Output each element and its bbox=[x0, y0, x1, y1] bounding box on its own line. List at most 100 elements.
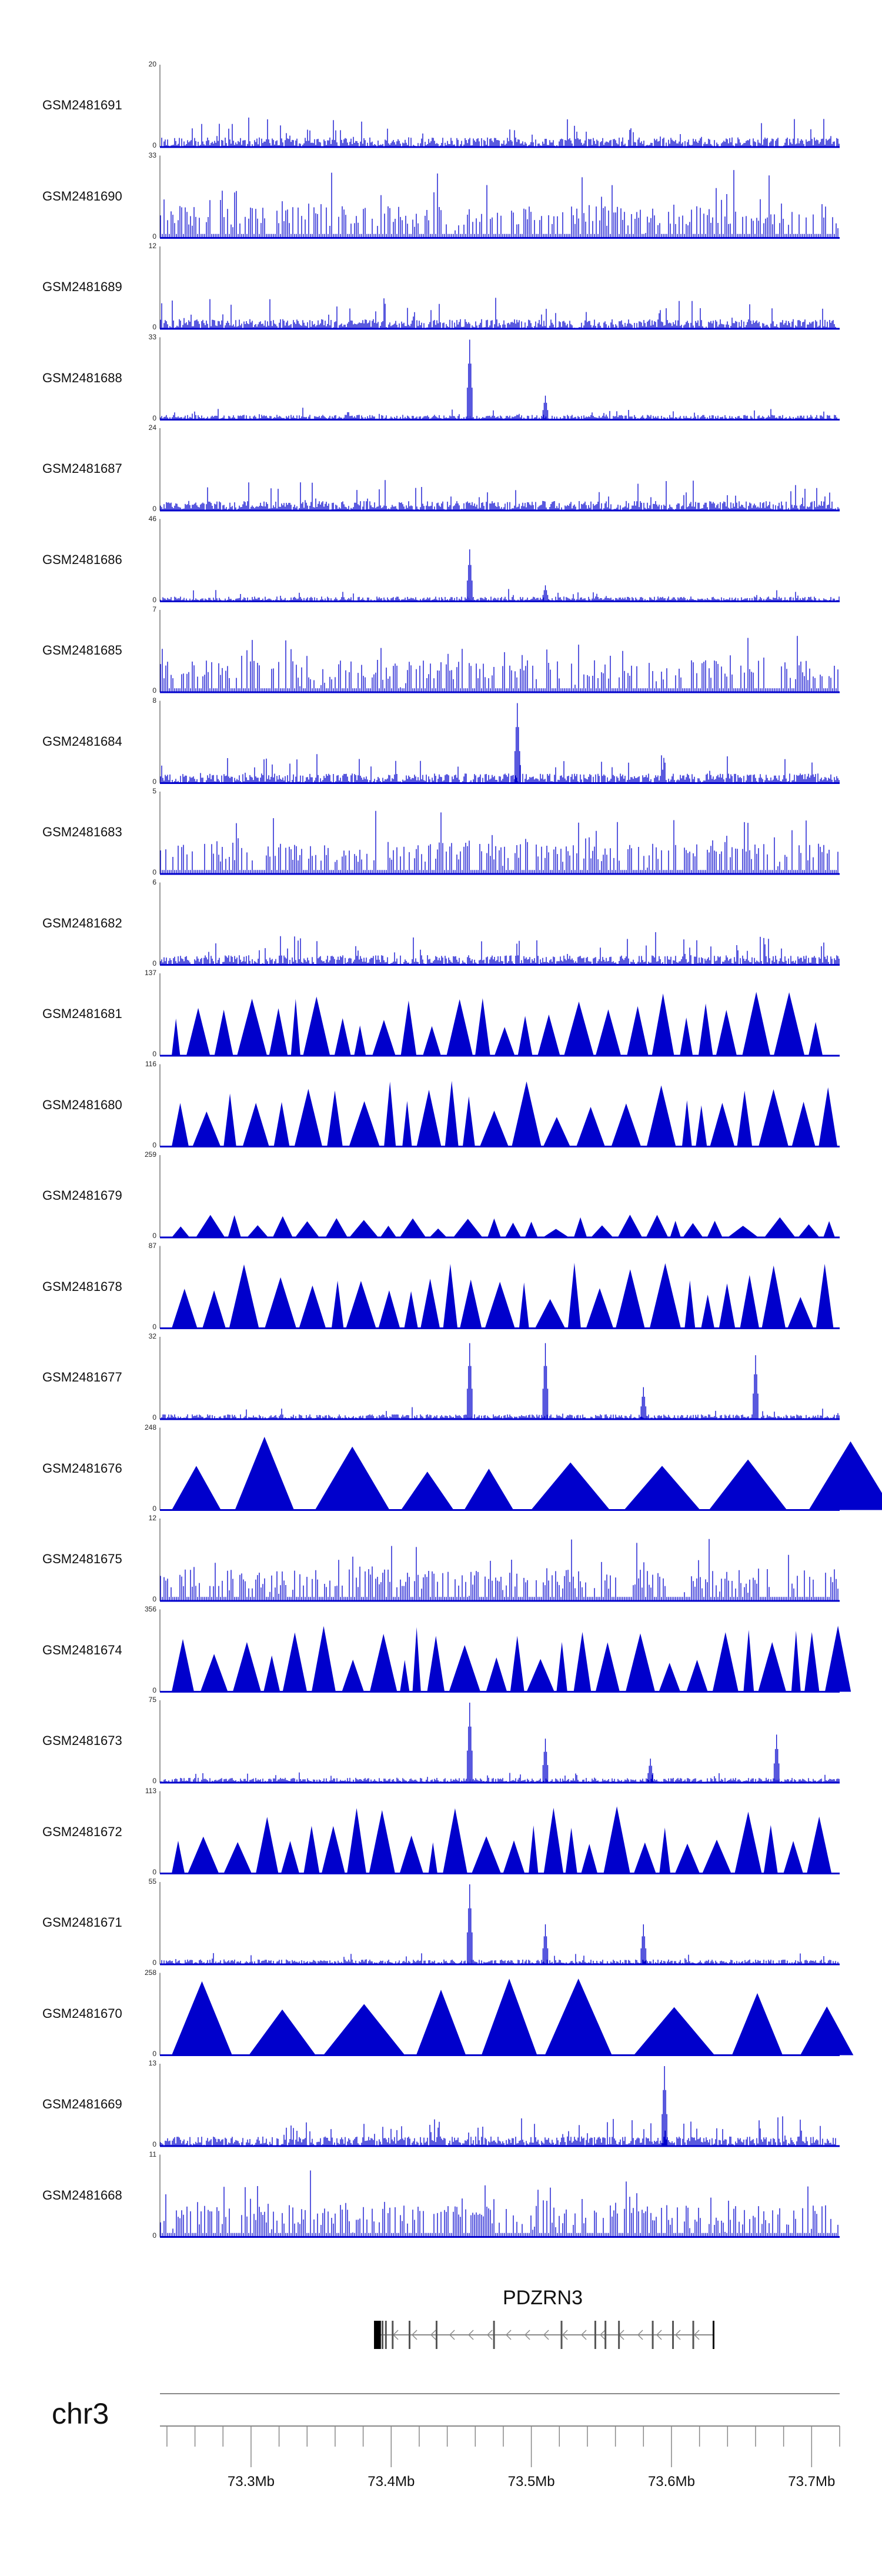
gene-exon bbox=[409, 2321, 411, 2349]
strand-arrow bbox=[580, 2330, 587, 2340]
track-max-label: 116 bbox=[145, 1059, 156, 1068]
track-GSM2481682 bbox=[159, 882, 840, 966]
track-zero-label: 0 bbox=[152, 2049, 156, 2058]
track-GSM2481676 bbox=[159, 1427, 882, 1511]
gene-exon bbox=[374, 2321, 378, 2349]
gene-exon bbox=[692, 2321, 694, 2349]
track-signal bbox=[160, 170, 838, 238]
track-GSM2481687 bbox=[159, 428, 840, 512]
track-signal bbox=[160, 1343, 840, 1419]
track-GSM2481686 bbox=[159, 519, 840, 602]
track-zero-label: 0 bbox=[152, 1958, 156, 1967]
track-name-label: GSM2481671 bbox=[42, 1915, 122, 1930]
track-zero-label: 0 bbox=[152, 2140, 156, 2148]
track-name-label: GSM2481683 bbox=[42, 825, 122, 839]
track-name-label: GSM2481688 bbox=[42, 370, 122, 385]
gene-exon bbox=[604, 2321, 607, 2349]
track-signal bbox=[160, 480, 840, 510]
track-zero-label: 0 bbox=[152, 141, 156, 149]
track-signal bbox=[160, 2066, 840, 2146]
gene-exon bbox=[618, 2321, 620, 2349]
track-signal bbox=[172, 1806, 832, 1874]
axis-tick-label: 73.5Mb bbox=[507, 2474, 555, 2490]
track-zero-label: 0 bbox=[152, 686, 156, 695]
track-signal bbox=[160, 2170, 838, 2237]
track-name-label: GSM2481676 bbox=[42, 1460, 122, 1476]
gene-exon bbox=[385, 2321, 387, 2349]
track-name-label: GSM2481677 bbox=[42, 1370, 122, 1384]
track-GSM2481669 bbox=[159, 2064, 840, 2147]
track-zero-label: 0 bbox=[152, 323, 156, 331]
track-name-label: GSM2481679 bbox=[42, 1188, 122, 1203]
track-max-label: 356 bbox=[144, 1604, 156, 1613]
strand-arrow bbox=[411, 2330, 417, 2340]
axis-tick-label: 73.4Mb bbox=[368, 2474, 415, 2490]
track-max-label: 75 bbox=[148, 1696, 156, 1704]
track-max-label: 137 bbox=[144, 969, 156, 977]
track-max-label: 259 bbox=[144, 1150, 156, 1159]
track-max-label: 11 bbox=[149, 2150, 156, 2158]
track-max-label: 7 bbox=[152, 605, 156, 613]
track-max-label: 13 bbox=[148, 2059, 156, 2067]
track-max-label: 32 bbox=[148, 1332, 156, 1340]
track-name-label: GSM2481687 bbox=[42, 461, 122, 476]
track-GSM2481683 bbox=[159, 792, 840, 875]
track-max-label: 248 bbox=[144, 1423, 156, 1432]
track-name-label: GSM2481674 bbox=[42, 1642, 122, 1657]
track-max-label: 113 bbox=[145, 1786, 156, 1795]
track-GSM2481688 bbox=[159, 337, 840, 421]
track-name-label: GSM2481680 bbox=[42, 1097, 122, 1112]
track-zero-label: 0 bbox=[152, 1413, 156, 1422]
track-signal bbox=[160, 549, 840, 602]
strand-arrow bbox=[599, 2330, 606, 2340]
gene-exon bbox=[392, 2321, 394, 2349]
track-name-label: GSM2481669 bbox=[42, 2097, 122, 2111]
track-max-label: 87 bbox=[148, 1241, 156, 1250]
track-GSM2481674 bbox=[159, 1609, 851, 1693]
axis-tick-label: 73.3Mb bbox=[227, 2474, 275, 2490]
track-GSM2481672 bbox=[159, 1791, 840, 1874]
track-name-label: GSM2481670 bbox=[42, 2006, 122, 2021]
gene-exon bbox=[594, 2321, 596, 2349]
track-GSM2481689 bbox=[159, 246, 840, 330]
track-signal bbox=[160, 636, 838, 692]
track-name-label: GSM2481686 bbox=[42, 552, 122, 567]
track-max-label: 12 bbox=[148, 1514, 156, 1522]
strand-arrow bbox=[674, 2330, 681, 2340]
track-GSM2481670 bbox=[159, 1973, 854, 2056]
track-GSM2481691 bbox=[159, 65, 840, 148]
track-zero-label: 0 bbox=[152, 1686, 156, 1694]
track-signal bbox=[172, 1080, 838, 1147]
gene-label: PDZRN3 bbox=[503, 2287, 583, 2309]
track-zero-label: 0 bbox=[152, 232, 156, 241]
gene-exon bbox=[377, 2321, 381, 2349]
track-name-label: GSM2481691 bbox=[42, 98, 122, 112]
track-GSM2481681 bbox=[159, 973, 840, 1057]
track-GSM2481679 bbox=[159, 1155, 840, 1239]
strand-arrow bbox=[543, 2330, 549, 2340]
track-name-label: GSM2481678 bbox=[42, 1279, 122, 1294]
track-zero-label: 0 bbox=[152, 959, 156, 967]
track-max-label: 8 bbox=[152, 696, 156, 705]
strand-arrow bbox=[467, 2330, 474, 2340]
strand-arrow bbox=[449, 2330, 455, 2340]
track-signal bbox=[160, 810, 838, 874]
gene-exon bbox=[382, 2321, 384, 2349]
strand-arrow bbox=[637, 2330, 643, 2340]
track-max-label: 258 bbox=[144, 1968, 156, 1977]
track-GSM2481668 bbox=[159, 2154, 840, 2238]
track-GSM2481678 bbox=[159, 1246, 840, 1329]
strand-arrow bbox=[693, 2330, 700, 2340]
track-zero-label: 0 bbox=[152, 777, 156, 786]
track-signal bbox=[160, 1539, 838, 1601]
track-signal bbox=[172, 1214, 835, 1237]
track-zero-label: 0 bbox=[152, 595, 156, 604]
gene-exon bbox=[435, 2321, 437, 2349]
track-name-label: GSM2481690 bbox=[42, 188, 122, 203]
track-max-label: 6 bbox=[152, 877, 156, 886]
track-signal bbox=[172, 1626, 851, 1692]
track-zero-label: 0 bbox=[152, 1867, 156, 1876]
track-max-label: 55 bbox=[148, 1877, 156, 1886]
track-name-label: GSM2481675 bbox=[42, 1551, 122, 1566]
strand-arrow bbox=[430, 2330, 436, 2340]
